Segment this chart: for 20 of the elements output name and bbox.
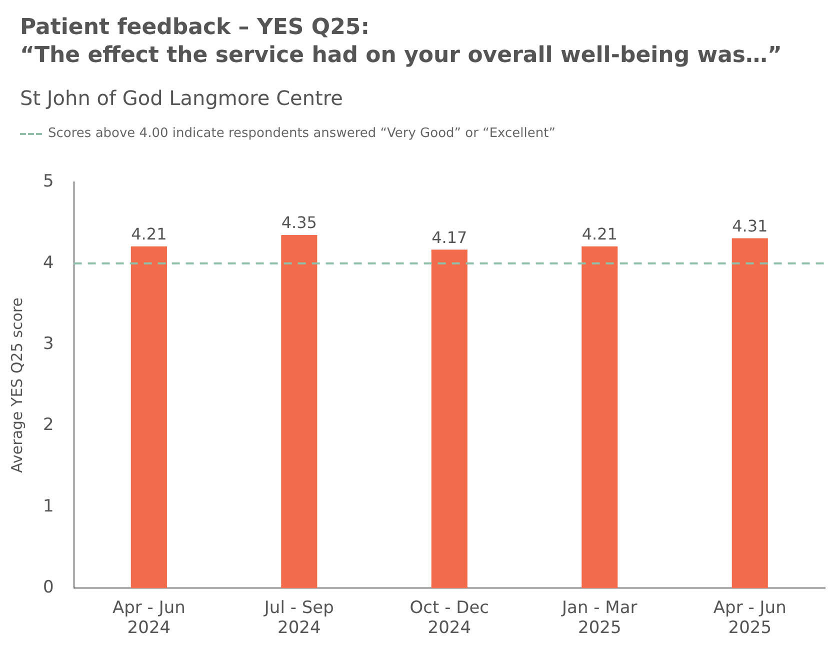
y-tick-label: 4	[42, 252, 54, 273]
chart-title: Patient feedback – YES Q25: “The effect the service had on your overall well-being was…”	[20, 14, 782, 70]
x-tick-label: Apr - Jun 2025	[713, 598, 786, 638]
x-tick-label: Jan - Mar 2025	[561, 598, 638, 638]
data-label: 4.35	[281, 213, 317, 232]
x-tick-label: Apr - Jun 2024	[112, 598, 186, 638]
y-tick-label: 3	[42, 334, 54, 354]
data-label: 4.31	[732, 216, 768, 236]
legend-label: Scores above 4.00 indicate respondents answered “Very Good” or “Excellent”	[48, 126, 556, 141]
data-label: 4.21	[582, 224, 618, 244]
x-tick-label: Jul - Sep 2024	[263, 598, 334, 638]
y-tick-label: 0	[42, 578, 54, 598]
y-tick-label: 1	[42, 496, 54, 516]
y-axis-title: Average YES Q25 score	[8, 298, 26, 473]
chart-subtitle: St John of God Langmore Centre	[20, 86, 343, 110]
y-tick-label: 2	[42, 415, 54, 436]
y-tick-label: 5	[42, 172, 54, 192]
x-tick-label: Oct - Dec 2024	[410, 598, 490, 638]
data-label: 4.21	[131, 224, 167, 244]
data-label: 4.17	[432, 228, 468, 247]
